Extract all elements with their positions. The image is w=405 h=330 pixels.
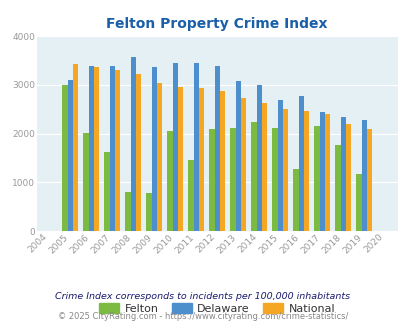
Bar — [298, 96, 303, 231]
Bar — [319, 112, 324, 231]
Bar — [167, 131, 172, 231]
Text: Crime Index corresponds to incidents per 100,000 inhabitants: Crime Index corresponds to incidents per… — [55, 292, 350, 301]
Bar — [172, 63, 177, 231]
Bar — [324, 114, 329, 231]
Bar — [235, 81, 240, 231]
Bar — [83, 133, 88, 231]
Bar — [62, 85, 67, 231]
Bar — [256, 85, 261, 231]
Bar — [198, 88, 204, 231]
Bar — [340, 117, 345, 231]
Bar — [125, 192, 130, 231]
Bar — [115, 70, 120, 231]
Bar — [67, 80, 72, 231]
Bar — [277, 100, 282, 231]
Bar — [361, 119, 366, 231]
Bar — [209, 129, 214, 231]
Bar — [146, 193, 151, 231]
Bar — [261, 104, 266, 231]
Bar — [240, 98, 245, 231]
Bar — [151, 67, 156, 231]
Bar — [293, 169, 298, 231]
Bar — [272, 128, 277, 231]
Bar — [356, 174, 361, 231]
Bar — [193, 63, 198, 231]
Bar — [130, 57, 135, 231]
Bar — [219, 91, 224, 231]
Bar — [177, 87, 183, 231]
Bar — [313, 126, 319, 231]
Bar — [94, 67, 99, 231]
Bar — [156, 83, 162, 231]
Bar — [135, 74, 141, 231]
Bar — [251, 122, 256, 231]
Bar — [72, 64, 78, 231]
Bar — [335, 145, 340, 231]
Bar — [366, 129, 371, 231]
Bar — [230, 128, 235, 231]
Bar — [214, 66, 219, 231]
Bar — [303, 111, 308, 231]
Title: Felton Property Crime Index: Felton Property Crime Index — [106, 17, 327, 31]
Bar — [188, 160, 193, 231]
Bar — [88, 65, 94, 231]
Bar — [345, 124, 350, 231]
Legend: Felton, Delaware, National: Felton, Delaware, National — [94, 299, 339, 318]
Text: © 2025 CityRating.com - https://www.cityrating.com/crime-statistics/: © 2025 CityRating.com - https://www.city… — [58, 313, 347, 321]
Bar — [104, 152, 109, 231]
Bar — [282, 109, 288, 231]
Bar — [109, 66, 115, 231]
